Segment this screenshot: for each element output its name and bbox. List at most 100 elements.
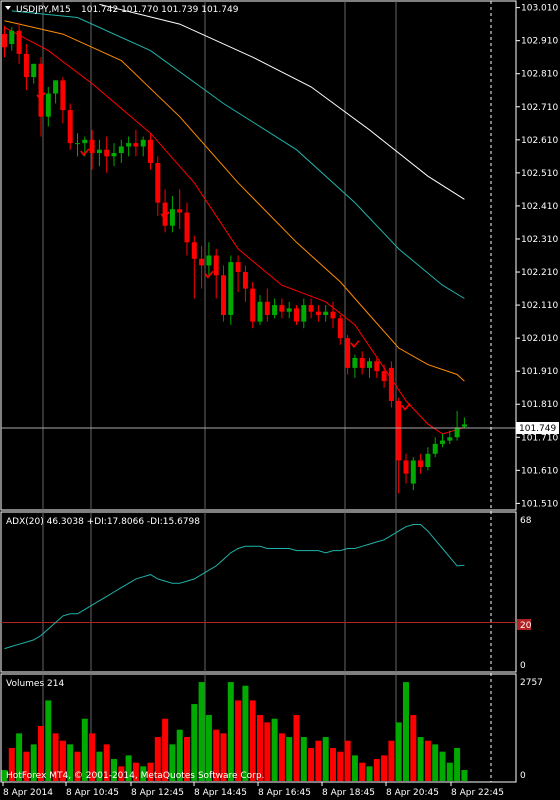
current-price-box	[516, 422, 559, 434]
candle-body	[67, 110, 73, 144]
volume-bar	[162, 718, 169, 781]
volume-bar	[191, 704, 198, 781]
candle-body	[126, 143, 132, 147]
volume-bar	[403, 682, 409, 781]
moving-average-ma_mid	[4, 20, 465, 382]
price-tick-label: 101.910	[521, 367, 558, 377]
candle-body	[104, 149, 110, 157]
price-tick-label: 102.010	[521, 334, 558, 344]
candle-body	[45, 93, 51, 117]
price-tick-label: 101.810	[521, 400, 558, 410]
candle-body	[9, 30, 15, 44]
adx-scale-min: 0	[520, 661, 526, 671]
adx-panel-frame	[0, 511, 517, 673]
time-tick-label: 8 Apr 20:45	[386, 788, 439, 798]
candle-body	[461, 424, 467, 427]
candle-body	[279, 305, 285, 312]
price-tick-label: 102.110	[521, 301, 558, 311]
volume-label: Volumes 214	[6, 679, 64, 689]
candle-body	[447, 437, 453, 441]
candle-body	[133, 143, 139, 147]
volume-bar	[8, 748, 15, 781]
current-price-tag: 101.749	[516, 422, 559, 434]
candle-body	[75, 143, 80, 145]
candle-body	[330, 311, 336, 319]
adx-panel[interactable]: ADX(20) 46.3038 +DI:17.8066 -DI:15.6798	[0, 511, 517, 673]
volume-bar	[111, 759, 117, 781]
volume-bar	[330, 748, 336, 781]
candle-body	[199, 258, 205, 266]
candle-body	[235, 262, 241, 273]
time-tick-label: 8 Apr 18:45	[322, 788, 375, 798]
adx-label: ADX(20) 46.3038 +DI:17.8066 -DI:15.6798	[6, 517, 200, 527]
candle-body	[16, 30, 22, 54]
candle-body	[359, 357, 365, 368]
volume-bar	[30, 744, 37, 781]
volume-bar	[16, 733, 23, 781]
volume-bar	[388, 740, 395, 781]
main-grid	[42, 1, 397, 510]
volume-bar	[359, 762, 366, 781]
fractal-check-mark	[80, 148, 90, 157]
volume-bar	[286, 737, 293, 781]
price-tick-label: 102.610	[521, 136, 558, 146]
candle-body	[118, 146, 124, 154]
time-tick-label: 8 Apr 10:45	[66, 788, 119, 798]
price-tick-label: 102.810	[521, 70, 558, 80]
price-tick-label: 102.210	[521, 268, 558, 278]
adx-level-tag	[517, 619, 531, 630]
candle-body	[396, 400, 402, 461]
time-tick-label: 8 Apr 22:45	[451, 788, 504, 798]
fractal-check-mark	[350, 340, 360, 349]
symbol-label: USDJPY,M15	[16, 5, 71, 15]
volume-bar	[67, 744, 74, 781]
candle-body	[221, 275, 226, 315]
candle-body	[367, 361, 372, 368]
price-tick-label: 102.410	[521, 202, 558, 212]
moving-average-ma_fast	[4, 26, 465, 435]
ohlc-label: 101.742 101.770 101.739 101.749	[81, 5, 239, 15]
candle-body	[60, 80, 66, 111]
volume-panel[interactable]: Volumes 214 HotForex MT4, © 2001-2014, M…	[0, 673, 517, 783]
adx-scale-max: 68	[520, 516, 532, 526]
volume-bar	[461, 770, 468, 781]
volume-bars	[1, 682, 468, 781]
price-tick-label: 103.010	[521, 4, 558, 14]
candle-body	[301, 305, 307, 322]
volume-bar	[169, 744, 176, 781]
candle-body	[374, 361, 380, 372]
volume-scale-max: 2757	[520, 678, 543, 688]
candle-body	[177, 209, 183, 213]
moving-averages	[4, 3, 465, 435]
fractal-check-mark	[204, 270, 214, 279]
volume-bar	[45, 700, 52, 781]
volume-bar	[373, 759, 380, 781]
chart-menu-triangle-icon[interactable]	[5, 6, 11, 10]
volume-bar	[154, 737, 161, 781]
moving-average-ma_long	[99, 3, 465, 200]
volume-bar	[264, 722, 271, 781]
main-price-panel[interactable]: USDJPY,M15 101.742 101.770 101.739 101.7…	[0, 0, 517, 511]
adx-scale: 68 20 0	[517, 516, 532, 671]
volume-bar	[278, 733, 285, 781]
candle-body	[352, 357, 358, 368]
candle-body	[53, 80, 59, 94]
candle-body	[294, 308, 299, 322]
volume-bar	[351, 755, 358, 781]
volume-bar	[424, 740, 431, 781]
candle-body	[388, 367, 394, 401]
candle-body	[155, 162, 161, 203]
volume-bar	[125, 755, 132, 781]
price-tick-label: 102.910	[521, 37, 558, 47]
volume-bar	[213, 729, 220, 781]
volume-bar	[103, 744, 110, 781]
volume-bar	[395, 722, 402, 781]
volume-scale-min: 0	[520, 771, 526, 781]
volume-bar	[366, 766, 373, 781]
candle-body	[323, 311, 329, 315]
candle-body	[111, 153, 117, 157]
candle-body	[264, 301, 270, 315]
candle-body	[31, 63, 37, 78]
